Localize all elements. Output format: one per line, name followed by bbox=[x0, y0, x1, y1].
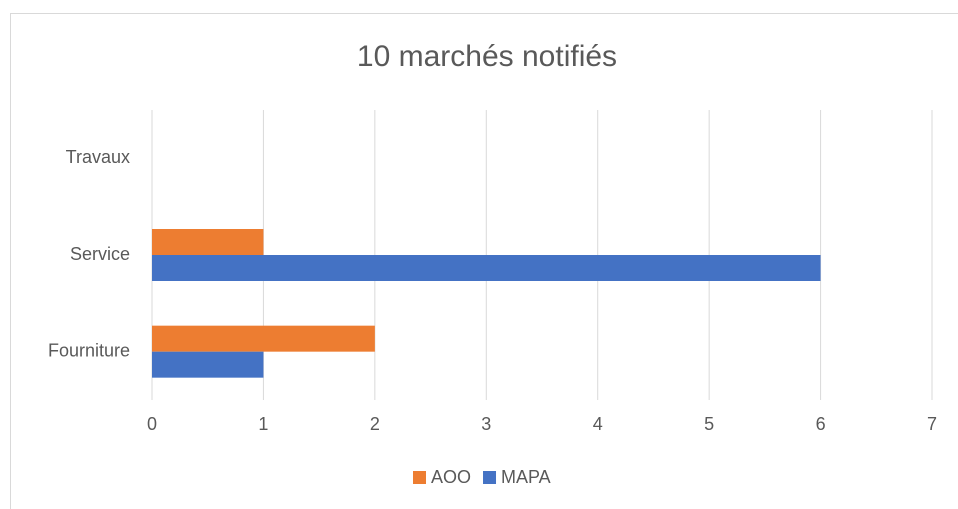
x-tick-label: 2 bbox=[370, 414, 380, 434]
bar bbox=[152, 229, 264, 255]
bar bbox=[152, 351, 264, 378]
x-tick-label: 5 bbox=[704, 414, 714, 434]
legend-swatch bbox=[483, 471, 497, 484]
y-tick-label: Travaux bbox=[66, 147, 130, 167]
y-tick-label: Service bbox=[70, 244, 130, 264]
x-tick-label: 0 bbox=[147, 414, 157, 434]
x-tick-label: 7 bbox=[927, 414, 937, 434]
x-tick-label: 3 bbox=[481, 414, 491, 434]
bar bbox=[152, 255, 821, 281]
x-tick-label: 4 bbox=[593, 414, 603, 434]
x-tick-label: 1 bbox=[258, 414, 268, 434]
bar bbox=[152, 325, 375, 352]
legend-swatch bbox=[413, 471, 426, 484]
y-tick-label: Fourniture bbox=[48, 340, 130, 360]
chart-title: 10 marchés notifiés bbox=[357, 40, 617, 73]
legend-label: MAPA bbox=[501, 467, 551, 487]
x-tick-label: 6 bbox=[816, 414, 826, 434]
legend-label: AOO bbox=[431, 467, 471, 487]
